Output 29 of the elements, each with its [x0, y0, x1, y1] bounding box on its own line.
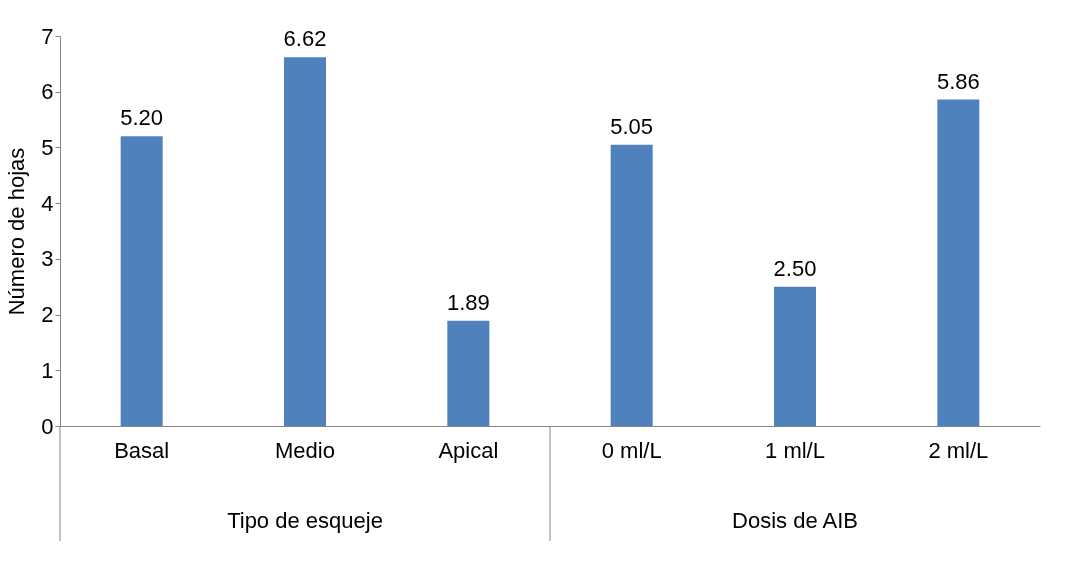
- x-tick-label: Basal: [114, 437, 170, 463]
- y-tick-label: 1: [41, 357, 54, 383]
- y-axis-title: Número de hojas: [4, 147, 30, 316]
- x-tick-label: 0 ml/L: [601, 437, 662, 463]
- bar: [937, 99, 980, 426]
- y-tick-label: 5: [41, 134, 54, 160]
- y-tick-label: 3: [41, 246, 54, 272]
- y-tick-label: 7: [41, 23, 54, 49]
- bar: [447, 320, 490, 426]
- x-tick-label: 2 ml/L: [928, 437, 989, 463]
- y-tick-label: 2: [41, 302, 54, 328]
- bar: [284, 57, 326, 426]
- text: Tipo de esqueje: [227, 508, 383, 533]
- x-tick-label: 1 ml/L: [765, 437, 825, 463]
- bar: [610, 144, 653, 426]
- text: Dosis de AIB: [732, 508, 858, 533]
- x-tick-label: Apical: [438, 437, 499, 463]
- y-tick-label: 6: [41, 79, 54, 105]
- data-label: 6.62: [283, 26, 327, 52]
- y-tick-label: 0: [41, 413, 54, 439]
- data-label: 1.89: [446, 289, 490, 315]
- x-tick-label: Medio: [275, 437, 335, 463]
- bar: [120, 136, 163, 426]
- data-label: 2.50: [773, 255, 817, 281]
- data-label: 5.86: [936, 68, 980, 94]
- data-label: 5.20: [120, 105, 164, 131]
- y-tick-label: 4: [41, 190, 54, 216]
- data-label: 5.05: [610, 113, 654, 139]
- bar: [774, 286, 816, 426]
